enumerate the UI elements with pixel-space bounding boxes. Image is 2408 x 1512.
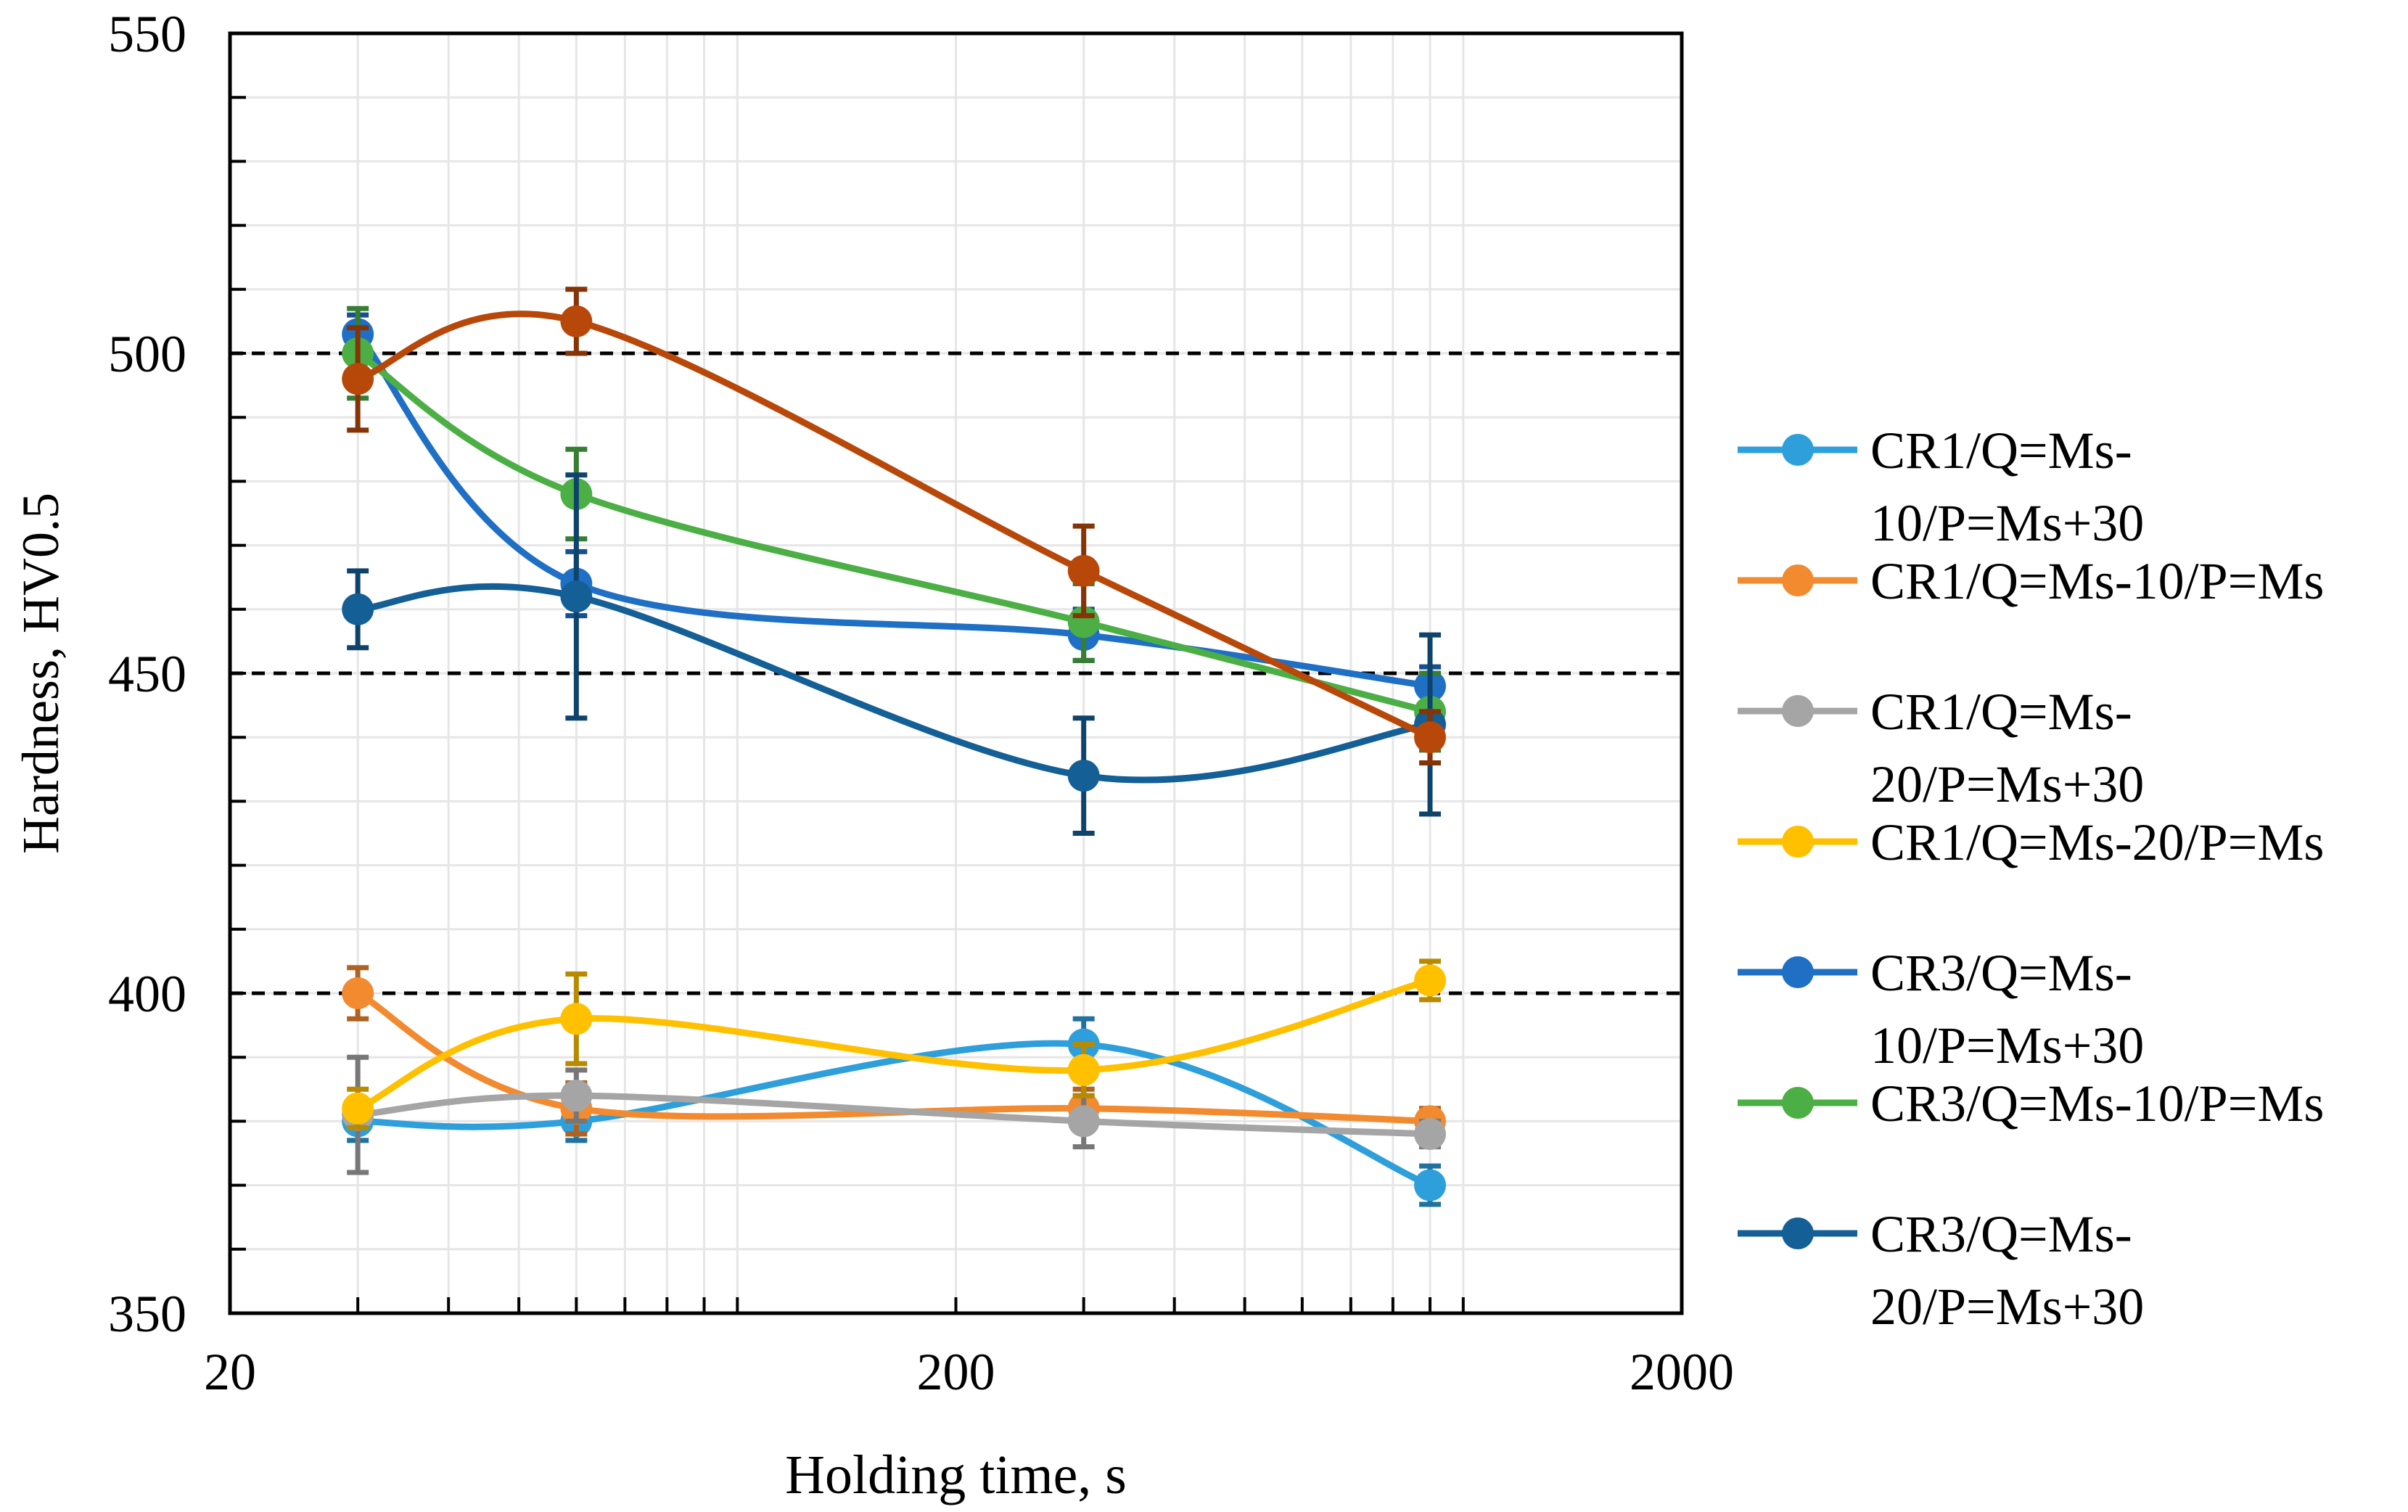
data-point [342, 1092, 374, 1125]
series-8 [342, 287, 1447, 765]
y-tick-label: 450 [108, 645, 186, 703]
legend-swatch-marker [1782, 956, 1814, 988]
legend-label: CR1/Q=Ms-20/P=Ms [1870, 813, 2324, 871]
y-tick-label: 400 [108, 965, 186, 1023]
legend-item: CR1/Q=Ms- 20/P=Ms+30 [1738, 683, 2144, 813]
series-3 [342, 1054, 1447, 1175]
legend: CR1/Q=Ms-10/P=Ms+30CR1/Q=Ms-10/P=MsCR1/Q… [1738, 422, 2324, 1336]
legend-label: 10/P=Ms+30 [1870, 494, 2144, 552]
x-tick-label: 200 [917, 1343, 995, 1401]
data-point [1067, 554, 1100, 587]
legend-label: CR3/Q=Ms- [1870, 944, 2132, 1002]
data-point [1414, 1118, 1447, 1151]
legend-item: CR3/Q=Ms-10/P=Ms [1738, 1075, 2324, 1133]
x-tick-label: 2000 [1630, 1343, 1734, 1401]
legend-item: CR1/Q=Ms-20/P=Ms [1738, 813, 2324, 871]
tick-labels: 350 400 450 500 550 20 200 2000 [108, 5, 1734, 1401]
series-layer [342, 287, 1447, 1207]
series-line [354, 583, 1434, 784]
data-point [560, 1080, 593, 1112]
data-point [560, 305, 593, 337]
legend-label: 20/P=Ms+30 [1870, 1278, 2144, 1336]
x-axis-title: Holding time, s [785, 1445, 1127, 1505]
y-axis-title: Hardness, HV0.5 [12, 493, 70, 854]
series-line [354, 1092, 1434, 1138]
series-line [354, 990, 1434, 1125]
series-line [354, 311, 1434, 741]
legend-swatch-marker [1782, 1217, 1814, 1249]
series-line [354, 977, 1434, 1112]
series-line [354, 350, 1434, 715]
data-point [342, 363, 374, 395]
legend-label: CR1/Q=Ms-10/P=Ms [1870, 552, 2324, 610]
legend-swatch-marker [1782, 1087, 1814, 1119]
legend-label: CR3/Q=Ms- [1870, 1205, 2132, 1263]
data-point [1067, 1053, 1100, 1086]
legend-item: CR3/Q=Ms- 20/P=Ms+30 [1738, 1205, 2144, 1336]
legend-item: CR1/Q=Ms-10/P=Ms [1738, 552, 2324, 610]
data-point [1067, 760, 1100, 792]
y-tick-label: 350 [108, 1285, 186, 1343]
legend-label: CR3/Q=Ms-10/P=Ms [1870, 1075, 2324, 1133]
legend-label: CR1/Q=Ms- [1870, 422, 2132, 480]
legend-label: 20/P=Ms+30 [1870, 755, 2144, 813]
data-point [342, 977, 374, 1009]
axis-ticks [230, 96, 1465, 1313]
legend-swatch-marker [1782, 826, 1814, 858]
legend-swatch-marker [1782, 564, 1814, 596]
data-point [342, 593, 374, 625]
legend-item: CR1/Q=Ms- 10/P=Ms+30 [1738, 422, 2144, 552]
x-tick-label: 20 [204, 1343, 256, 1401]
data-point [560, 1003, 593, 1035]
data-point [1414, 1169, 1447, 1201]
series-4 [342, 958, 1447, 1130]
data-point [1067, 1105, 1100, 1138]
data-point [1414, 721, 1447, 754]
legend-label: CR1/Q=Ms- [1870, 683, 2132, 741]
data-point [560, 580, 593, 613]
legend-swatch-marker [1782, 434, 1814, 466]
y-tick-label: 500 [108, 325, 186, 383]
legend-label: 10/P=Ms+30 [1870, 1016, 2144, 1075]
legend-item: CR3/Q=Ms- 10/P=Ms+30 [1738, 944, 2144, 1075]
data-point [1414, 964, 1447, 997]
legend-swatch-marker [1782, 695, 1814, 727]
y-tick-label: 550 [108, 5, 186, 63]
